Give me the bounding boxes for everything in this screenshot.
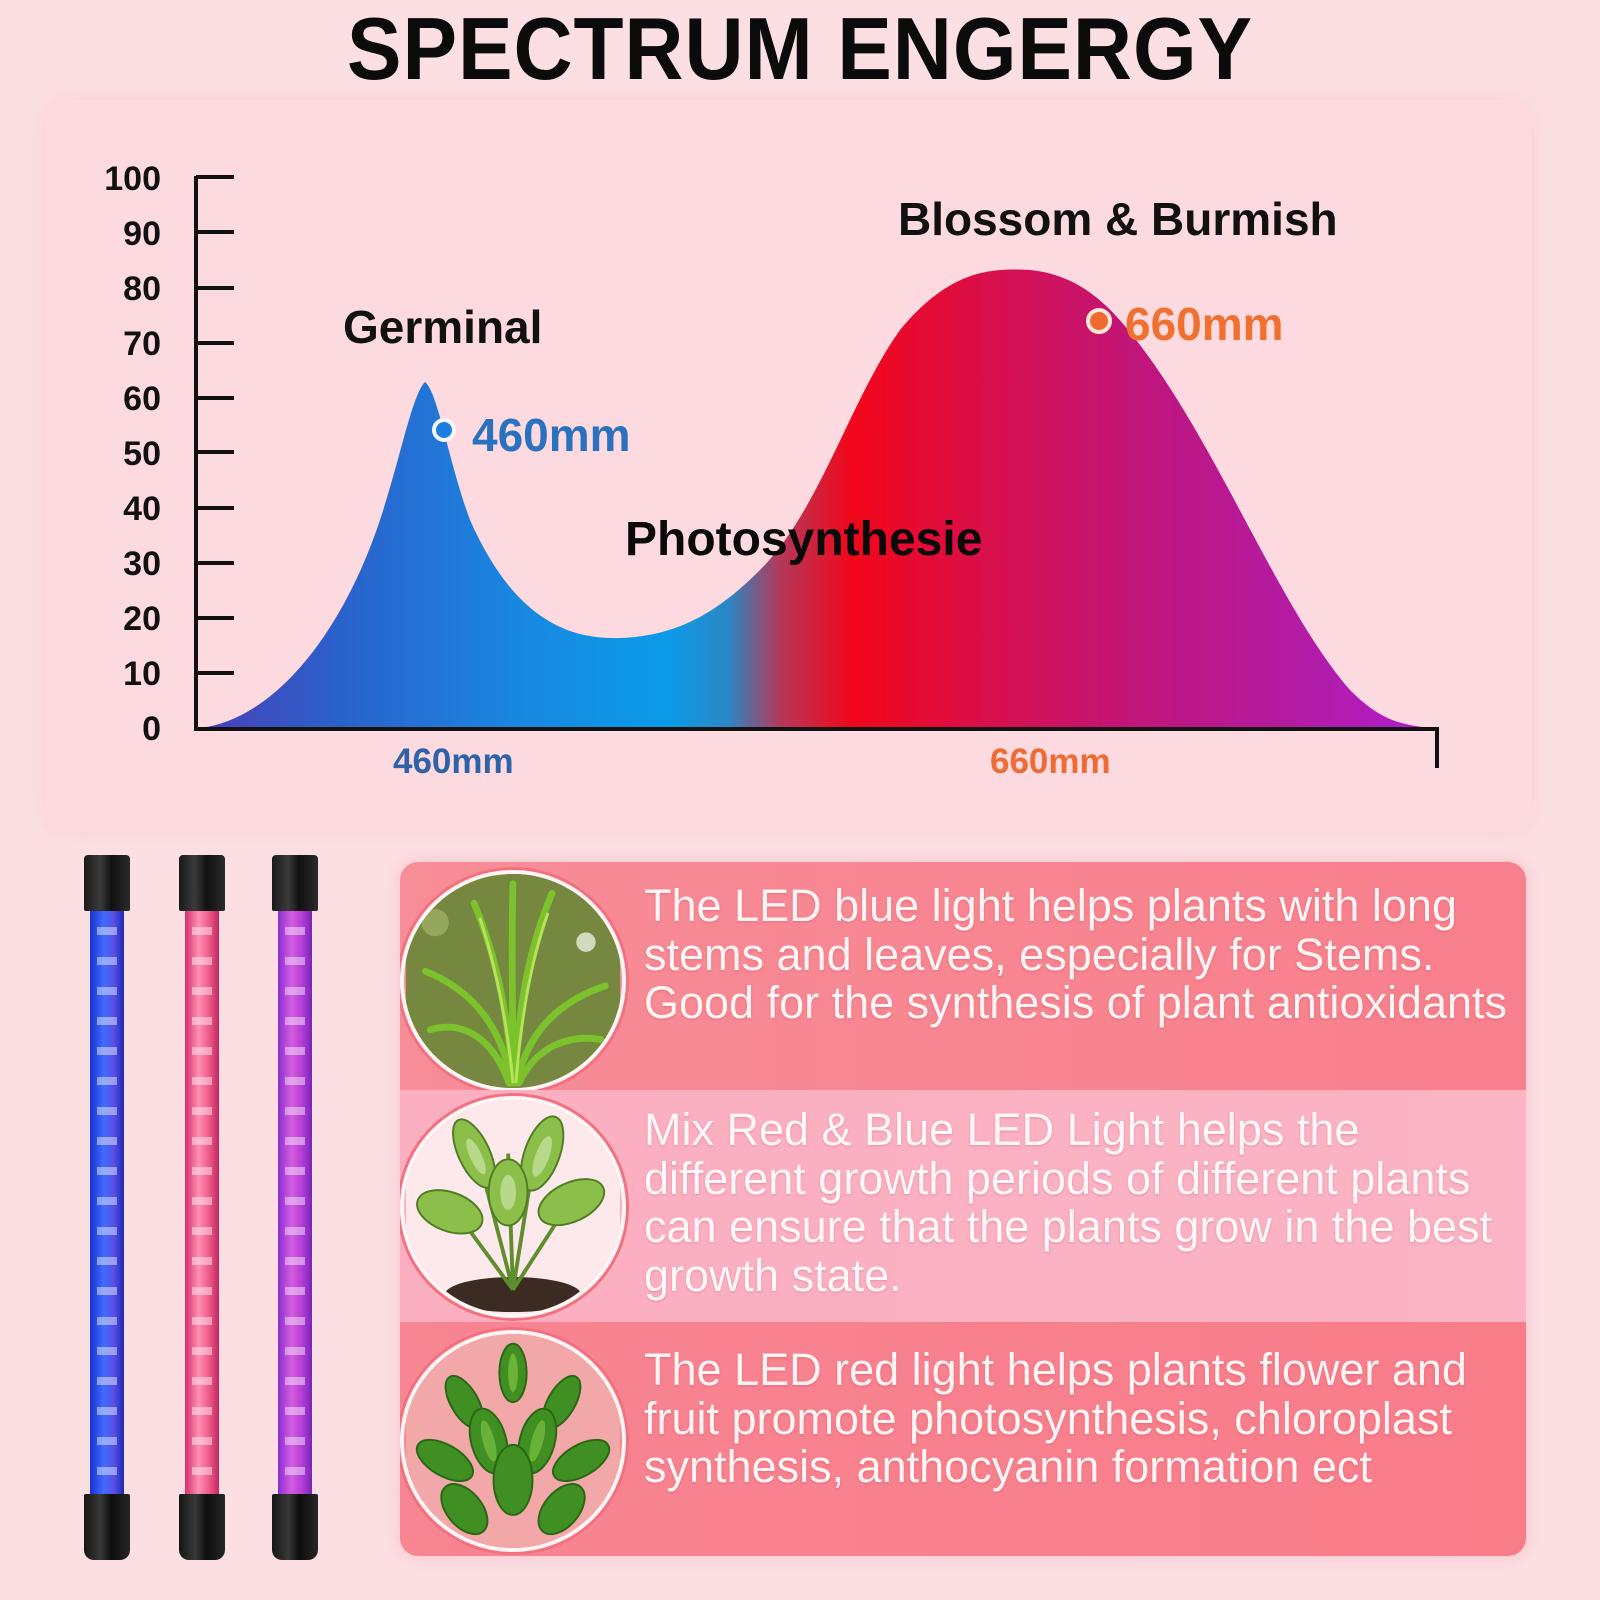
y-tick-label: 90 xyxy=(123,215,161,253)
y-tick-label: 0 xyxy=(142,710,161,748)
card-red-light: The LED red light helps plants flower an… xyxy=(400,1322,1526,1556)
y-tick-label: 10 xyxy=(123,655,161,693)
led-chips xyxy=(97,917,117,1492)
plant-grass-icon xyxy=(406,874,620,1088)
led-bar-blue xyxy=(84,855,130,1560)
peak-marker-icon xyxy=(432,418,456,442)
led-tube xyxy=(90,909,124,1499)
y-tick-label: 100 xyxy=(104,160,161,198)
y-tick-label: 70 xyxy=(123,325,161,363)
y-tick-label: 30 xyxy=(123,545,161,583)
blue-peak-label: 460mm xyxy=(472,409,631,461)
y-tick-label: 50 xyxy=(123,435,161,473)
led-bar-mixed xyxy=(272,855,318,1560)
plant-bush-icon xyxy=(406,1334,620,1548)
led-cap-bottom xyxy=(84,1494,130,1560)
page-title: SPECTRUM ENGERGY xyxy=(346,0,1254,98)
card-blue-light: The LED blue light helps plants with lon… xyxy=(400,862,1526,1092)
y-tick-label: 40 xyxy=(123,490,161,528)
germinal-label: Germinal xyxy=(343,301,543,353)
y-tick-label: 20 xyxy=(123,600,161,638)
led-chips xyxy=(192,917,212,1492)
led-bar-red xyxy=(179,855,225,1560)
led-cap-top xyxy=(179,855,225,911)
led-tube xyxy=(185,909,219,1499)
y-axis-ticks xyxy=(196,175,234,675)
led-cap-bottom xyxy=(179,1494,225,1560)
photosynthesis-label: Photosynthesie xyxy=(625,513,983,566)
red-peak-label: 660mm xyxy=(1125,298,1284,350)
peak-marker-icon xyxy=(1086,308,1112,334)
x-label-460: 460mm xyxy=(393,742,514,781)
led-chips xyxy=(285,917,305,1492)
blossom-label: Blossom & Burmish xyxy=(898,193,1338,245)
card-text: Mix Red & Blue LED Light helps the diffe… xyxy=(644,1104,1493,1301)
spectrum-area xyxy=(200,269,1432,728)
led-cap-top xyxy=(272,855,318,911)
plant-photo-dieffenbachia xyxy=(400,1096,626,1318)
card-text: The LED blue light helps plants with lon… xyxy=(644,880,1508,1028)
card-text: The LED red light helps plants flower an… xyxy=(644,1344,1467,1492)
spectrum-chart-panel: 100 90 80 70 60 50 40 30 20 10 0 Germina… xyxy=(45,100,1532,832)
plant-photo-bush xyxy=(400,1330,626,1552)
x-label-660: 660mm xyxy=(990,742,1111,781)
led-cap-bottom xyxy=(272,1494,318,1560)
plant-photo-grass xyxy=(400,870,626,1092)
y-tick-label: 60 xyxy=(123,380,161,418)
led-cap-top xyxy=(84,855,130,911)
info-cards: The LED blue light helps plants with lon… xyxy=(400,862,1526,1556)
spectrum-chart xyxy=(194,175,1439,768)
y-tick-label: 80 xyxy=(123,270,161,308)
plant-dieffenbachia-icon xyxy=(406,1100,620,1314)
card-mixed-light: Mix Red & Blue LED Light helps the diffe… xyxy=(400,1090,1526,1322)
led-tube xyxy=(278,909,312,1499)
